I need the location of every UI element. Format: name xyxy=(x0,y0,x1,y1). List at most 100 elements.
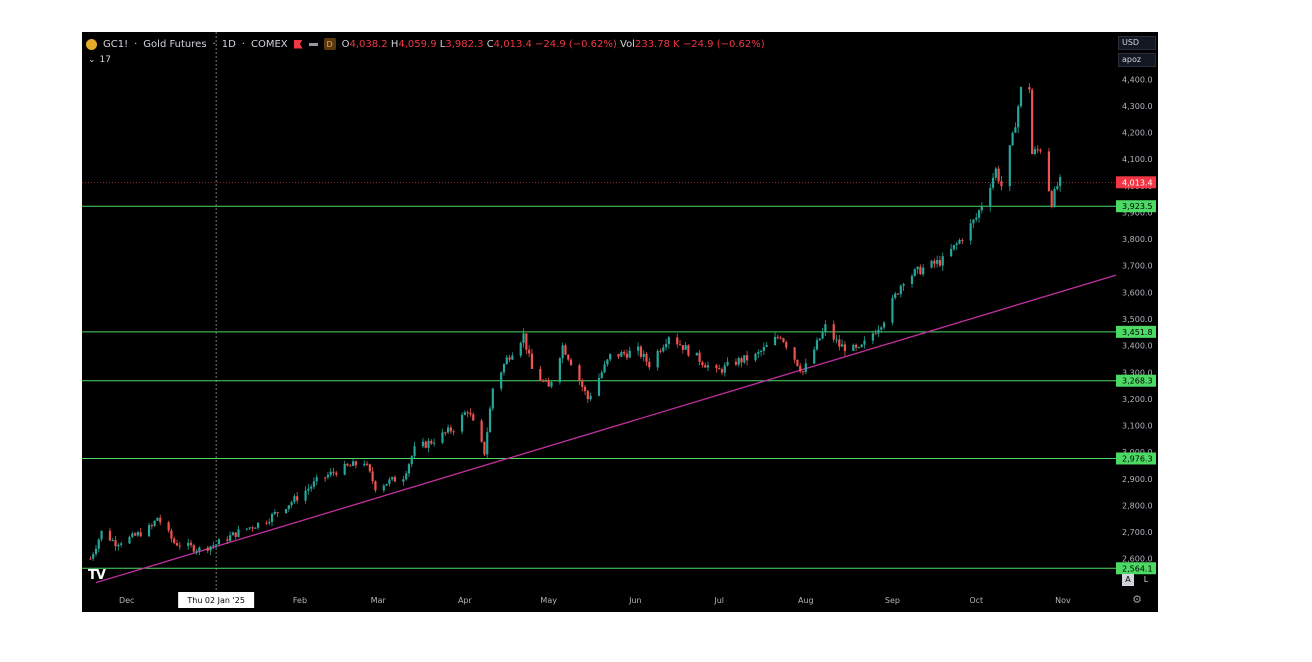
candle-down xyxy=(189,542,193,546)
candle-up xyxy=(757,352,760,354)
x-tick-label: Jun xyxy=(628,596,642,605)
candle-down xyxy=(567,354,570,360)
candle-up xyxy=(486,432,489,455)
unit-select[interactable]: apoz xyxy=(1118,53,1156,67)
candle-up xyxy=(600,372,603,378)
candle-down xyxy=(547,381,550,387)
candle-up xyxy=(910,275,914,284)
candle-up xyxy=(290,502,293,506)
candle-up xyxy=(561,345,564,359)
candle-up xyxy=(597,377,601,396)
y-tick-label: 3,500.0 xyxy=(1122,315,1153,324)
candle-down xyxy=(449,427,452,432)
currency-select[interactable]: USD xyxy=(1118,36,1156,50)
y-tick-label: 4,300.0 xyxy=(1122,102,1153,111)
volume-change-value: −24.9 (−0.62%) xyxy=(682,38,765,50)
candle-down xyxy=(799,365,802,372)
gear-icon[interactable]: ⚙ xyxy=(1132,593,1142,606)
symbol-ticker[interactable]: GC1! xyxy=(103,38,129,50)
candle-up xyxy=(519,342,522,356)
candle-down xyxy=(173,538,176,544)
candle-up xyxy=(1017,106,1020,128)
candle-up xyxy=(841,344,844,347)
flag-icon[interactable] xyxy=(293,39,303,49)
candle-down xyxy=(838,339,841,347)
candle-down xyxy=(586,391,589,400)
candle-down xyxy=(776,337,779,339)
candle-down xyxy=(480,420,483,442)
candle-down xyxy=(625,353,629,358)
candle-down xyxy=(997,168,1000,182)
candle-up xyxy=(743,355,746,363)
y-tick-label: 3,700.0 xyxy=(1122,262,1153,271)
chart-frame: 2,600.02,700.02,800.02,900.03,000.03,100… xyxy=(82,32,1158,612)
candle-up xyxy=(1059,177,1062,187)
indicators-toggle[interactable]: ⌄ 17 xyxy=(88,55,111,65)
close-label: C xyxy=(486,38,494,50)
candle-down xyxy=(938,260,942,266)
candle-down xyxy=(933,260,936,264)
candle-up xyxy=(488,408,492,433)
candle-up xyxy=(969,223,972,241)
candle-up xyxy=(706,365,710,368)
candle-up xyxy=(407,464,411,474)
candle-up xyxy=(603,364,606,373)
candle-down xyxy=(648,361,651,368)
candle-up xyxy=(894,293,897,298)
candle-up xyxy=(824,324,827,332)
x-tick-label: Apr xyxy=(458,596,473,605)
candle-up xyxy=(930,260,933,268)
candle-up xyxy=(94,548,98,555)
candle-up xyxy=(902,283,905,286)
candle-up xyxy=(491,388,494,409)
candle-up xyxy=(284,509,288,514)
candle-up xyxy=(195,550,198,552)
candle-down xyxy=(583,386,587,392)
candle-down xyxy=(276,512,279,514)
candle-up xyxy=(111,540,114,542)
candle-down xyxy=(424,441,427,448)
x-tick-label: Nov xyxy=(1055,596,1071,605)
candle-up xyxy=(975,217,978,220)
candle-down xyxy=(368,464,371,472)
y-tick-label: 2,800.0 xyxy=(1122,501,1153,510)
candle-up xyxy=(723,365,726,373)
candle-down xyxy=(374,481,377,491)
candle-down xyxy=(452,431,455,433)
candle-up xyxy=(402,479,405,482)
tradingview-logo-icon: TV xyxy=(88,568,106,583)
candle-down xyxy=(617,353,620,357)
low-value: 3,982.3 xyxy=(445,38,484,50)
x-tick-label: Sep xyxy=(885,596,900,605)
candle-down xyxy=(874,333,877,335)
candle-up xyxy=(1053,189,1056,207)
candle-up xyxy=(460,414,464,432)
candle-up xyxy=(237,529,240,537)
candle-up xyxy=(726,361,729,366)
minus-icon[interactable] xyxy=(308,42,318,46)
close-value: 4,013.4 xyxy=(493,38,532,50)
candle-down xyxy=(542,380,545,382)
candle-up xyxy=(427,440,430,448)
candle-up xyxy=(656,350,659,368)
candle-up xyxy=(209,546,212,551)
candlestick-chart[interactable]: 2,600.02,700.02,800.02,900.03,000.03,100… xyxy=(82,32,1158,612)
candle-down xyxy=(444,432,447,434)
level-price-tag xyxy=(1116,452,1156,465)
candle-down xyxy=(192,545,195,552)
candle-up xyxy=(950,249,953,257)
log-scale-button[interactable]: L xyxy=(1143,575,1149,584)
exchange-label: COMEX xyxy=(250,38,288,50)
candle-up xyxy=(821,331,824,339)
candle-down xyxy=(472,414,475,421)
candle-down xyxy=(1047,151,1051,192)
candle-down xyxy=(528,349,531,354)
candle-down xyxy=(167,522,170,531)
candle-down xyxy=(793,347,796,360)
candle-down xyxy=(740,358,743,363)
candle-down xyxy=(178,545,181,547)
candle-up xyxy=(120,543,123,545)
candle-up xyxy=(667,337,670,344)
auto-scale-button[interactable]: A xyxy=(1122,574,1134,586)
interval-label[interactable]: 1D xyxy=(221,38,236,50)
